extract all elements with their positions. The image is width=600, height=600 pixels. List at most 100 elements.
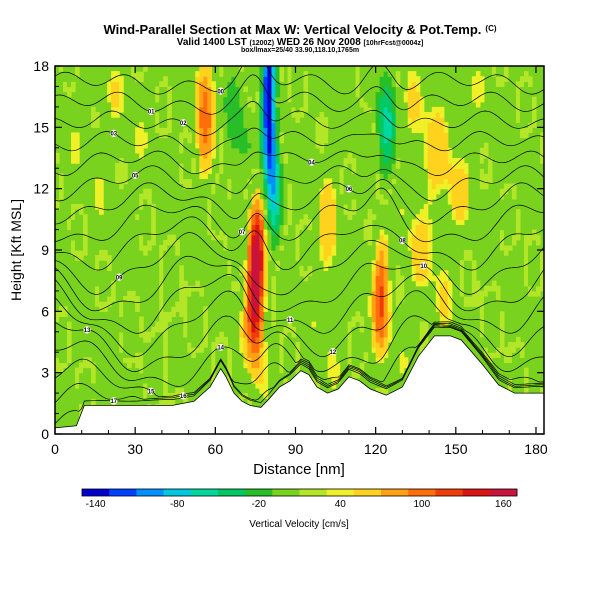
field-cell — [479, 316, 485, 323]
field-cell — [111, 91, 116, 98]
field-cell — [267, 117, 273, 123]
field-cell — [507, 352, 513, 358]
field-cell — [163, 326, 168, 333]
field-cell — [283, 342, 289, 348]
field-cell — [255, 193, 261, 200]
field-cell — [415, 280, 421, 287]
field-cell — [255, 96, 261, 103]
field-cell — [319, 255, 325, 261]
field-cell — [475, 71, 481, 77]
field-cell — [239, 81, 244, 88]
field-cell — [131, 301, 136, 307]
field-cell — [227, 76, 232, 82]
field-cell — [163, 117, 168, 123]
field-cell — [343, 183, 349, 190]
field-cell — [411, 86, 417, 93]
field-cell — [127, 321, 132, 328]
field-cell — [55, 168, 60, 174]
field-cell — [223, 224, 228, 231]
field-cell — [275, 91, 281, 98]
field-cell — [391, 142, 397, 149]
field-cell — [163, 265, 168, 272]
field-cell — [375, 147, 381, 154]
field-cell — [203, 137, 208, 144]
field-cell — [363, 91, 369, 98]
field-cell — [199, 285, 204, 292]
field-cell — [87, 388, 92, 394]
field-cell — [283, 336, 289, 343]
field-cell — [303, 270, 309, 277]
field-cell — [167, 86, 172, 93]
field-cell — [423, 137, 429, 144]
field-cell — [319, 250, 325, 256]
field-cell — [263, 234, 269, 241]
field-cell — [511, 224, 517, 231]
field-cell — [179, 290, 184, 297]
field-cell — [147, 362, 152, 369]
field-cell — [407, 91, 413, 98]
field-cell — [99, 301, 104, 307]
contour-label-bg — [329, 347, 337, 356]
field-cell — [375, 101, 381, 108]
field-cell — [323, 224, 329, 231]
field-cell — [75, 158, 80, 164]
field-cell — [367, 101, 373, 108]
field-cell — [163, 106, 168, 113]
field-cell — [111, 101, 116, 108]
field-cell — [487, 168, 493, 174]
field-cell — [375, 137, 381, 144]
field-cell — [211, 357, 216, 364]
field-cell — [187, 336, 192, 343]
field-cell — [195, 127, 200, 134]
field-cell — [163, 127, 168, 134]
field-cell — [383, 280, 389, 287]
field-cell — [227, 137, 232, 144]
field-cell — [387, 280, 393, 287]
field-cell — [363, 224, 369, 231]
field-cell — [479, 81, 485, 88]
field-cell — [227, 204, 232, 210]
field-cell — [467, 260, 473, 266]
field-cell — [427, 168, 433, 174]
field-cell — [107, 81, 112, 88]
field-cell — [527, 117, 533, 123]
field-cell — [375, 71, 381, 77]
field-cell — [271, 209, 277, 215]
field-cell — [295, 71, 301, 77]
field-cell — [243, 122, 248, 128]
field-cell — [395, 142, 401, 149]
field-cell — [255, 101, 261, 108]
field-cell — [271, 122, 277, 128]
field-cell — [459, 219, 465, 226]
field-cell — [383, 158, 389, 164]
field-cell — [483, 290, 489, 297]
field-cell — [231, 280, 236, 287]
field-cell — [251, 101, 257, 108]
contour-label: 06 — [346, 187, 353, 193]
field-cell — [83, 214, 88, 220]
field-cell — [283, 352, 289, 358]
field-cell — [327, 367, 333, 374]
field-cell — [387, 106, 393, 113]
field-cell — [147, 336, 152, 343]
field-cell — [379, 173, 385, 180]
field-cell — [235, 142, 240, 149]
field-cell — [507, 342, 513, 348]
field-cell — [159, 377, 164, 384]
field-cell — [171, 285, 176, 292]
field-cell — [259, 81, 265, 88]
field-cell — [259, 347, 265, 353]
field-cell — [255, 219, 261, 226]
field-cell — [259, 214, 265, 220]
field-cell — [215, 204, 220, 210]
field-cell — [399, 290, 405, 297]
field-cell — [351, 198, 357, 205]
field-cell — [303, 239, 309, 246]
field-cell — [191, 290, 196, 297]
field-cell — [267, 209, 273, 215]
field-cell — [195, 342, 200, 348]
field-cell — [395, 76, 401, 82]
field-cell — [443, 316, 449, 323]
field-cell — [271, 81, 277, 88]
field-cell — [319, 214, 325, 220]
